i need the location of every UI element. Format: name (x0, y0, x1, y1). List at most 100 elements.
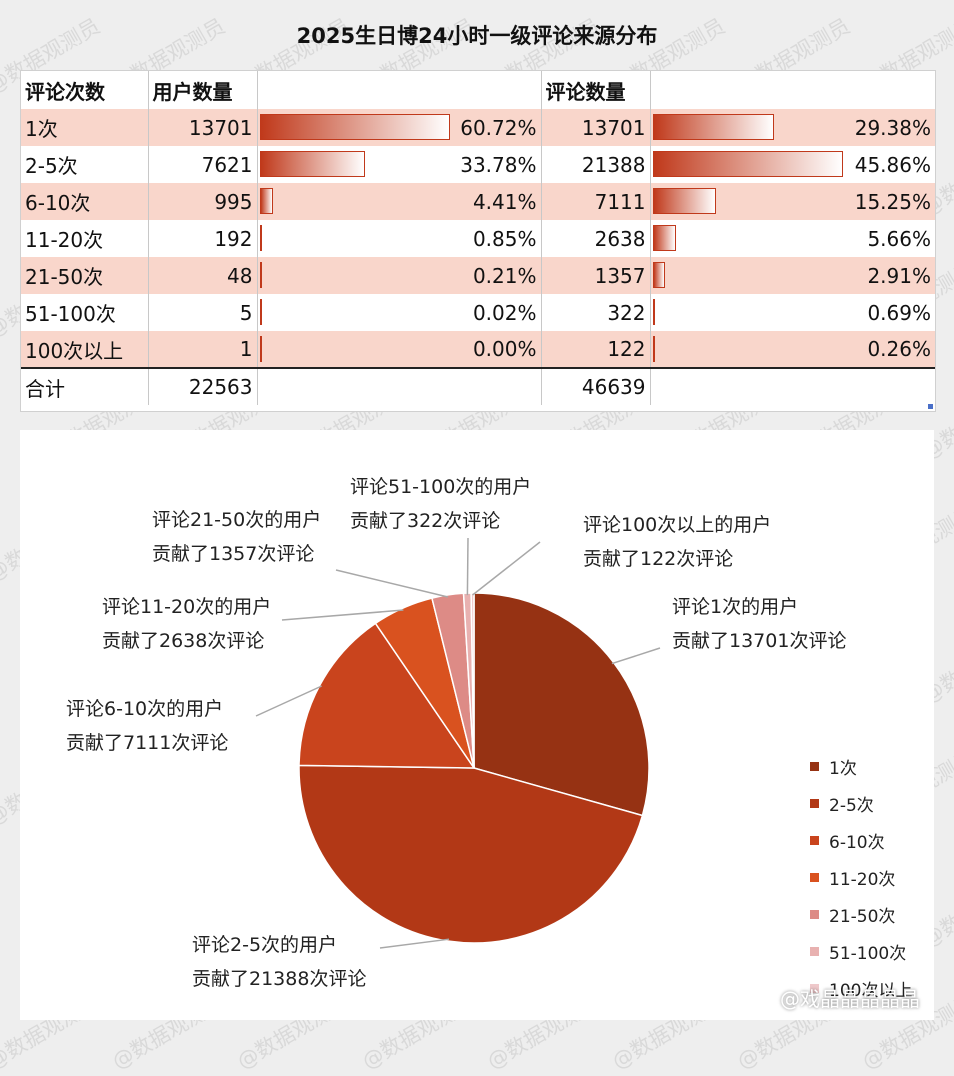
credit-watermark: @戏晶晶晶晶晶 (780, 987, 920, 1011)
row-bucket: 6-10次 (21, 183, 149, 220)
header-comments-bar (650, 71, 935, 109)
row-users-bar-cell: 0.21% (257, 257, 542, 294)
row-users: 7621 (148, 146, 258, 183)
legend-item: 51-100次 (810, 933, 912, 970)
callout-line-2: 贡献了1357次评论 (152, 543, 315, 565)
leader-line (281, 609, 404, 621)
row-users-bar-cell: 0.85% (257, 220, 542, 257)
row-comments-bar-cell: 29.38% (650, 109, 935, 146)
row-comments: 13701 (541, 109, 651, 146)
stats-table-panel: 评论次数 用户数量 评论数量 1次 13701 60.72% 13701 29.38% 2… (20, 70, 936, 412)
table-row: 2-5次 7621 33.78% 21388 45.86% (21, 146, 935, 183)
leader-line (466, 537, 469, 596)
row-comments-pct: 2.91% (867, 263, 931, 288)
legend-label: 100次以上 (829, 981, 913, 1001)
legend-item: 100次以上 (810, 970, 912, 1007)
resize-corner-icon (928, 404, 933, 409)
leader-line (335, 569, 449, 598)
leader-line (611, 647, 661, 665)
row-users-pct: 0.85% (472, 226, 537, 251)
row-users-pct: 4.41% (472, 189, 537, 214)
users-share-bar (259, 151, 366, 177)
slice-callout: 评论100次以上的用户 贡献了122次评论 (583, 508, 771, 576)
row-users-bar-cell: 33.78% (257, 146, 542, 183)
row-comments-pct: 29.38% (854, 115, 931, 140)
legend-swatch (810, 947, 819, 956)
leader-line (379, 938, 450, 949)
legend-swatch (810, 984, 819, 993)
legend-item: 1次 (810, 748, 912, 785)
slice-callout: 评论1次的用户贡献了13701次评论 (672, 590, 846, 658)
legend-swatch (810, 762, 819, 771)
total-users-bar (257, 367, 542, 405)
row-users-pct: 33.78% (460, 152, 537, 177)
row-bucket: 11-20次 (21, 220, 149, 257)
callout-line-2: 贡献了7111次评论 (66, 732, 229, 754)
total-comments: 46639 (541, 367, 651, 405)
legend-label: 21-50次 (829, 907, 896, 927)
chart-title: 2025生日博24小时一级评论来源分布 (296, 24, 658, 48)
row-comments-pct: 15.25% (854, 189, 931, 214)
row-comments: 322 (541, 294, 651, 331)
row-users: 192 (148, 220, 258, 257)
users-share-bar (259, 299, 262, 325)
legend-item: 21-50次 (810, 896, 912, 933)
users-share-bar (259, 225, 263, 251)
callout-line-2: 贡献了322次评论 (350, 510, 501, 532)
header-bucket: 评论次数 (21, 71, 149, 109)
pie-slice (298, 764, 644, 944)
row-users-pct: 60.72% (460, 115, 537, 140)
row-bucket: 1次 (21, 109, 149, 146)
users-share-bar (259, 336, 262, 362)
slice-callout: 评论21-50次的用户 贡献了1357次评论 (152, 503, 321, 571)
row-bucket: 2-5次 (21, 146, 149, 183)
total-label: 合计 (21, 367, 149, 405)
table-row: 51-100次 5 0.02% 322 0.69% (21, 294, 935, 331)
slice-callout: 评论2-5次的用户 贡献了21388次评论 (192, 928, 366, 996)
row-comments-bar-cell: 15.25% (650, 183, 935, 220)
row-comments-pct: 5.66% (867, 226, 931, 251)
callout-line-2: 贡献了13701次评论 (672, 630, 847, 652)
callout-line-1: 评论11-20次的用户 (102, 596, 272, 618)
header-users-bar (257, 71, 542, 109)
row-users-bar-cell: 0.00% (257, 331, 542, 368)
pie-legend: 1次 2-5次 6-10次 11-20次 21-50次 51-100次 100次以上 (810, 748, 912, 1007)
comments-share-bar (652, 114, 775, 140)
row-comments: 1357 (541, 257, 651, 294)
row-comments-pct: 0.26% (867, 337, 931, 361)
row-comments-bar-cell: 5.66% (650, 220, 935, 257)
row-bucket: 51-100次 (21, 294, 149, 331)
table-row: 6-10次 995 4.41% 7111 15.25% (21, 183, 935, 220)
row-users: 1 (148, 331, 258, 368)
row-comments-bar-cell: 0.69% (650, 294, 935, 331)
row-comments-bar-cell: 45.86% (650, 146, 935, 183)
callout-line-1: 评论6-10次的用户 (66, 698, 224, 720)
comments-share-bar (652, 336, 655, 362)
table-row: 21-50次 48 0.21% 1357 2.91% (21, 257, 935, 294)
legend-item: 6-10次 (810, 822, 912, 859)
total-comments-bar (650, 367, 935, 405)
callout-line-2: 贡献了2638次评论 (102, 630, 265, 652)
comments-share-bar (652, 151, 843, 177)
users-share-bar (259, 262, 262, 288)
row-comments-pct: 45.86% (854, 152, 931, 177)
pie-chart (255, 537, 661, 949)
callout-line-1: 评论2-5次的用户 (192, 934, 338, 956)
callout-line-1: 评论1次的用户 (672, 596, 799, 618)
row-users-bar-cell: 4.41% (257, 183, 542, 220)
row-bucket: 21-50次 (21, 257, 149, 294)
legend-label: 2-5次 (829, 796, 874, 816)
legend-swatch (810, 873, 819, 882)
legend-label: 1次 (829, 759, 857, 779)
callout-line-1: 评论51-100次的用户 (350, 476, 532, 498)
row-comments-pct: 0.69% (867, 300, 931, 325)
leader-line (255, 685, 322, 717)
users-share-bar (259, 114, 450, 140)
stats-table: 评论次数 用户数量 评论数量 1次 13701 60.72% 13701 29.38% 2… (21, 71, 935, 405)
row-users: 48 (148, 257, 258, 294)
callout-line-1: 评论21-50次的用户 (152, 509, 322, 531)
legend-swatch (810, 910, 819, 919)
legend-label: 11-20次 (829, 870, 896, 890)
row-comments: 7111 (541, 183, 651, 220)
row-users: 13701 (148, 109, 258, 146)
